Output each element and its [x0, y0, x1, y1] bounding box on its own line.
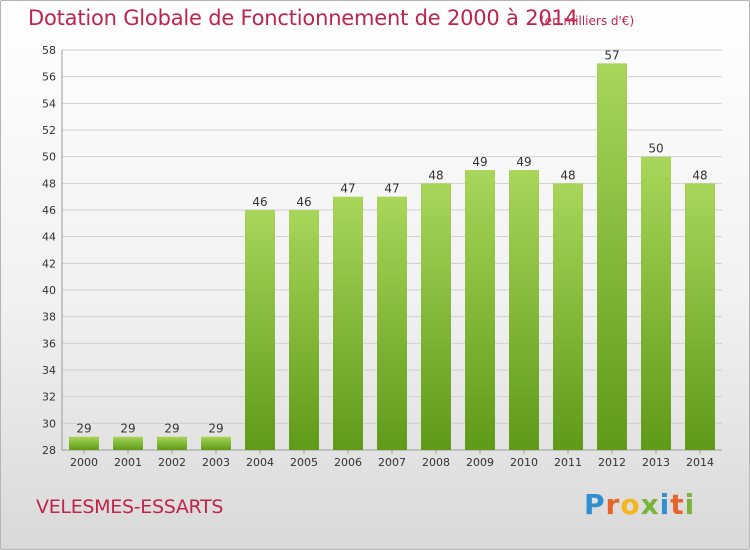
- bar-value-label: 46: [252, 195, 267, 209]
- bar: [289, 210, 319, 450]
- x-tick-label: 2001: [114, 456, 142, 469]
- chart-title: Dotation Globale de Fonctionnement de 20…: [28, 6, 578, 30]
- bar-value-label: 29: [76, 422, 91, 436]
- x-tick-label: 2002: [158, 456, 186, 469]
- logo-letter: r: [605, 488, 621, 521]
- bar-value-label: 49: [472, 155, 487, 169]
- y-tick-label: 54: [42, 97, 56, 110]
- y-tick-label: 36: [42, 337, 56, 350]
- x-tick-label: 2011: [554, 456, 582, 469]
- x-tick-label: 2000: [70, 456, 98, 469]
- y-tick-label: 42: [42, 257, 56, 270]
- x-tick-label: 2005: [290, 456, 318, 469]
- bar-value-label: 29: [120, 422, 135, 436]
- bar: [201, 436, 231, 450]
- bar: [685, 183, 715, 451]
- bar-value-label: 47: [340, 182, 355, 196]
- bar: [245, 210, 275, 450]
- bar-value-label: 49: [516, 155, 531, 169]
- x-tick-label: 2010: [510, 456, 538, 469]
- x-tick-label: 2014: [686, 456, 714, 469]
- bar: [69, 436, 99, 450]
- bar: [157, 436, 187, 450]
- bar-value-label: 29: [208, 422, 223, 436]
- y-tick-label: 46: [42, 204, 56, 217]
- bar: [333, 196, 363, 450]
- bar: [421, 183, 451, 451]
- x-tick-label: 2012: [598, 456, 626, 469]
- bar-value-label: 47: [384, 182, 399, 196]
- label-layer: 29 29 29 29 46 46 47 47 48 49 49 48 57 50 48: [76, 48, 707, 435]
- x-tick-label: 2007: [378, 456, 406, 469]
- x-tick-label: 2009: [466, 456, 494, 469]
- proxiti-logo: Proxiti: [584, 488, 695, 521]
- y-tick-label: 34: [42, 364, 56, 377]
- logo-letter: i: [659, 488, 671, 521]
- bar-value-label: 57: [604, 48, 619, 62]
- bar: [641, 156, 671, 450]
- y-tick-label: 28: [42, 444, 56, 457]
- logo-letter: x: [640, 488, 660, 521]
- y-tick-label: 30: [42, 417, 56, 430]
- bar-value-label: 48: [428, 168, 443, 182]
- unit-label: (en milliers d'€): [540, 14, 635, 28]
- bar: [465, 170, 495, 450]
- bar-value-label: 50: [648, 142, 663, 156]
- x-tick-label: 2006: [334, 456, 362, 469]
- commune-name: VELESMES-ESSARTS: [36, 496, 224, 518]
- y-tick-label: 56: [42, 71, 56, 84]
- y-tick-label: 48: [42, 177, 56, 190]
- logo-letter: t: [670, 488, 685, 521]
- bar: [377, 196, 407, 450]
- bar: [553, 183, 583, 451]
- bar: [509, 170, 539, 450]
- logo-letter: i: [684, 488, 696, 521]
- logo-letter: P: [584, 488, 606, 521]
- y-tick-label: 58: [42, 44, 56, 57]
- bar: [597, 63, 627, 450]
- y-tick-label: 44: [42, 231, 56, 244]
- y-tick-label: 40: [42, 284, 56, 297]
- y-tick-label: 32: [42, 391, 56, 404]
- axis-layer: 28 30 32 34 36 38 40 42 44 46 48 50 52 54 56 58 2000 2001…: [42, 44, 722, 469]
- bar-layer: [69, 63, 715, 451]
- bar-value-label: 46: [296, 195, 311, 209]
- x-tick-label: 2003: [202, 456, 230, 469]
- logo-letter: o: [620, 488, 641, 521]
- bar-value-label: 29: [164, 422, 179, 436]
- y-tick-label: 38: [42, 311, 56, 324]
- x-tick-label: 2013: [642, 456, 670, 469]
- x-tick-label: 2008: [422, 456, 450, 469]
- bar: [113, 436, 143, 450]
- y-tick-label: 52: [42, 124, 56, 137]
- bar-value-label: 48: [692, 168, 707, 182]
- bar-value-label: 48: [560, 168, 575, 182]
- y-tick-label: 50: [42, 151, 56, 164]
- x-tick-label: 2004: [246, 456, 274, 469]
